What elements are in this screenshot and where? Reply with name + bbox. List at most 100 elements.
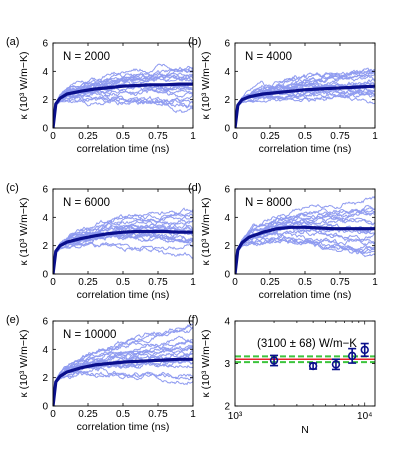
panel-label: (c) [6, 182, 19, 194]
run-line [53, 210, 193, 274]
data-point [360, 345, 369, 355]
run-line [53, 325, 193, 406]
x-tick-label: 0.75 [148, 409, 168, 420]
plot-area [235, 195, 375, 274]
y-tick-label: 4 [224, 213, 230, 224]
annotation: (3100 ± 68) W/m−K [257, 338, 357, 350]
y-tick-label: 4 [42, 213, 48, 224]
run-line [235, 236, 375, 274]
x-tick-label: 10³ [228, 411, 243, 422]
data-point [269, 356, 279, 365]
x-tick-label: 0.75 [330, 131, 350, 142]
plot-area [53, 207, 193, 274]
panel-label: (f) [188, 314, 198, 326]
x-tick-label: 0.5 [116, 277, 130, 288]
panel-f: (f) 10³ 10⁴ 2 3 4 Nκ (10³ W/m−K) (3100 ± 68) W/… [188, 314, 376, 436]
y-tick-label: 2 [224, 402, 230, 413]
run-line [235, 236, 375, 274]
run-line [53, 370, 193, 406]
mean-line [235, 225, 375, 274]
y-tick-label: 6 [42, 39, 48, 50]
x-axis-label: N [301, 424, 309, 436]
x-axis-label: correlation time (ns) [77, 289, 170, 301]
y-tick-label: 6 [42, 317, 48, 328]
plot-area [53, 63, 193, 128]
panel-a: (a) 0 0.25 0.5 0.75 1 0 2 4 6 correlation time (ns… [6, 36, 196, 155]
y-tick-label: 0 [42, 124, 48, 135]
run-line [53, 241, 193, 274]
run-line [53, 85, 193, 128]
run-line [53, 216, 193, 274]
panel-c: (c) 0 0.25 0.5 0.75 1 0 2 4 6 correlation time (ns… [6, 182, 196, 301]
x-tick-label: 1 [190, 409, 196, 420]
x-tick-label: 0.25 [260, 277, 280, 288]
run-line [53, 66, 193, 128]
y-tick-label: 4 [224, 67, 230, 78]
panel-label: (d) [188, 182, 201, 194]
x-tick-label: 0.5 [116, 409, 130, 420]
run-line [53, 370, 193, 406]
annotation: N = 8000 [245, 197, 292, 209]
run-line [53, 241, 193, 274]
mean-line [53, 357, 193, 406]
y-tick-label: 6 [224, 185, 230, 196]
run-line [235, 210, 375, 274]
data-point [347, 351, 357, 361]
annotation: N = 2000 [63, 51, 110, 63]
y-tick-label: 6 [224, 39, 230, 50]
x-tick-label: 0 [50, 131, 56, 142]
x-axis-label: correlation time (ns) [259, 143, 352, 155]
data-point [331, 360, 341, 369]
x-tick-label: 0.25 [78, 131, 98, 142]
x-tick-label: 10⁴ [357, 411, 372, 422]
run-line [53, 68, 193, 128]
x-tick-label: 1 [372, 277, 378, 288]
data-point [308, 361, 318, 371]
panel-label: (a) [6, 36, 19, 48]
x-tick-label: 1 [372, 131, 378, 142]
y-tick-label: 3 [224, 359, 230, 370]
x-tick-label: 0 [50, 277, 56, 288]
run-line [53, 213, 193, 274]
panel-d: (d) 0 0.25 0.5 0.75 1 0 2 4 6 correlation time (ns… [188, 182, 378, 301]
x-tick-label: 0.25 [78, 409, 98, 420]
run-line [53, 95, 193, 128]
y-tick-label: 2 [224, 95, 230, 106]
run-line [53, 339, 193, 406]
y-axis-label: κ (10³ W/m−K) [200, 52, 212, 120]
mean-line [53, 82, 193, 128]
x-tick-label: 0 [232, 131, 238, 142]
y-axis-label: κ (10³ W/m−K) [200, 330, 212, 398]
run-line [235, 208, 375, 274]
y-tick-label: 2 [42, 373, 48, 384]
x-axis-label: correlation time (ns) [77, 421, 170, 433]
x-tick-label: 0.25 [260, 131, 280, 142]
y-tick-label: 4 [224, 317, 230, 328]
x-tick-label: 0.75 [330, 277, 350, 288]
annotation: N = 10000 [63, 329, 116, 341]
x-tick-label: 0.25 [78, 277, 98, 288]
y-axis-label: κ (10³ W/m−K) [18, 330, 30, 398]
x-tick-label: 1 [190, 131, 196, 142]
x-axis-label: correlation time (ns) [259, 289, 352, 301]
y-tick-label: 0 [224, 124, 230, 135]
run-line [235, 195, 375, 274]
x-tick-label: 0.75 [148, 277, 168, 288]
mean-line [53, 229, 193, 274]
panel-label: (e) [6, 314, 19, 326]
panel-e: (e) 0 0.25 0.5 0.75 1 0 2 4 6 correlation time (ns… [6, 314, 196, 433]
run-line [235, 75, 375, 128]
y-tick-label: 0 [42, 270, 48, 281]
panel-b: (b) 0 0.25 0.5 0.75 1 0 2 4 6 correlation time (ns… [188, 36, 378, 155]
x-tick-label: 0 [232, 277, 238, 288]
x-tick-label: 0.75 [148, 131, 168, 142]
y-tick-label: 0 [42, 402, 48, 413]
x-tick-label: 0 [50, 409, 56, 420]
annotation: N = 4000 [245, 51, 292, 63]
y-tick-label: 4 [42, 345, 48, 356]
x-tick-label: 0.5 [116, 131, 130, 142]
mean-line [235, 84, 375, 128]
y-tick-label: 6 [42, 185, 48, 196]
run-line [235, 83, 375, 128]
